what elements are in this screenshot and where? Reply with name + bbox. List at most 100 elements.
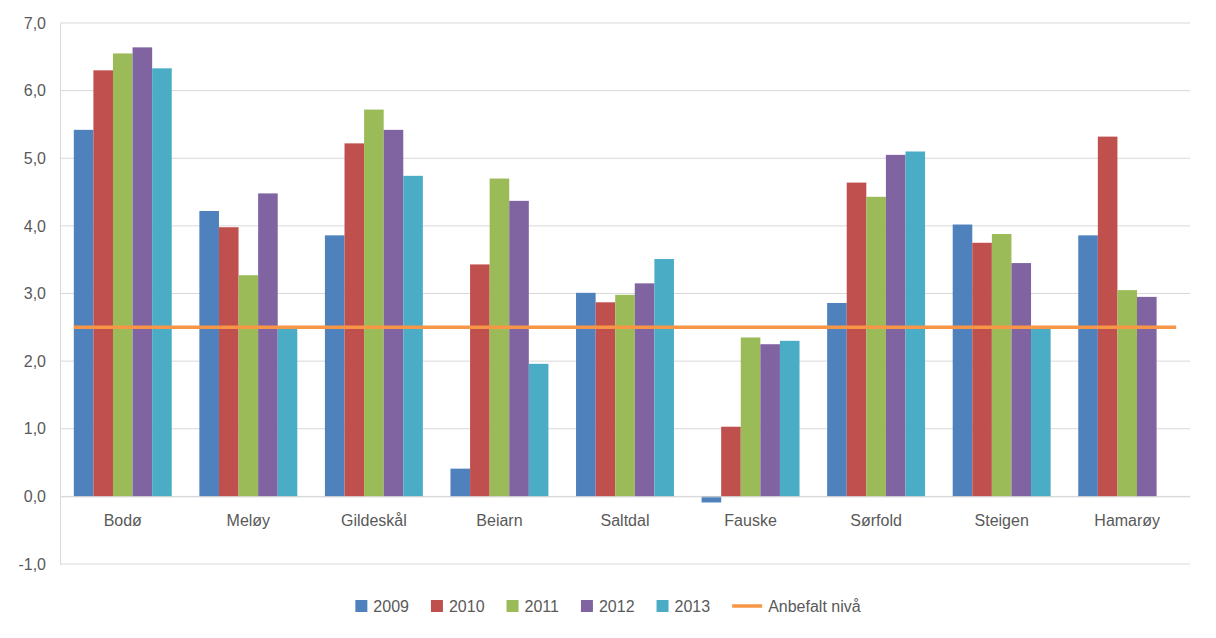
x-tick: Fauske <box>724 496 777 528</box>
x-axis-line <box>61 496 1191 497</box>
legend-swatch <box>581 600 593 612</box>
chart: -1,0 0,0 1,0 2,0 3,0 4,0 5,0 6,0 7,0 Bodø Meløy Gil… <box>0 0 1216 638</box>
grid-line <box>60 23 1190 24</box>
bar <box>635 283 655 496</box>
bar <box>827 303 847 496</box>
legend-item: 2009 <box>355 598 409 615</box>
bar <box>992 234 1012 496</box>
y-tick: 1,0 <box>24 420 60 437</box>
x-axis: Bodø Meløy Gildeskål Beiarn Saltdal Fauske Sør… <box>61 496 1191 528</box>
marks <box>74 47 1176 502</box>
bar <box>345 143 365 496</box>
bar <box>741 337 761 496</box>
x-tick-label: Hamarøy <box>1094 512 1160 529</box>
bar <box>490 179 510 497</box>
bar <box>953 225 973 497</box>
bar <box>239 275 259 496</box>
bar <box>1117 290 1137 496</box>
bar <box>529 364 549 497</box>
bar <box>847 183 867 497</box>
y-tick: 5,0 <box>24 150 60 167</box>
legend-item: 2010 <box>431 598 485 615</box>
y-tick-label: 1,0 <box>24 420 46 437</box>
legend-swatch <box>431 600 443 612</box>
bar <box>972 243 992 497</box>
bar <box>470 264 490 496</box>
legend-label: 2011 <box>525 598 560 615</box>
legend-label: 2013 <box>675 598 711 615</box>
y-tick-label: 2,0 <box>24 353 46 370</box>
legend-swatch <box>355 600 367 612</box>
bar <box>93 70 113 496</box>
y-tick: -1,0 <box>18 556 60 573</box>
y-tick: 4,0 <box>24 217 60 234</box>
y-tick: 7,0 <box>24 15 60 32</box>
x-tick: Bodø <box>104 496 142 528</box>
y-tick: 6,0 <box>24 82 60 99</box>
bar <box>258 193 278 496</box>
bar <box>219 227 239 496</box>
legend-label: 2012 <box>599 598 635 615</box>
bar <box>325 235 345 496</box>
y-tick-label: 5,0 <box>24 150 46 167</box>
y-tick-label: -1,0 <box>18 556 46 573</box>
bar-series <box>152 68 1050 496</box>
legend: 2009 2010 2011 2012 2013 Anbefalt nivå <box>355 598 860 615</box>
bar-series <box>93 70 1117 496</box>
x-tick: Sørfold <box>850 496 902 528</box>
bar <box>199 211 219 496</box>
legend-item: 2013 <box>657 598 711 615</box>
legend-item: 2012 <box>581 598 635 615</box>
grid-line <box>60 90 1190 91</box>
plot-area: -1,0 0,0 1,0 2,0 3,0 4,0 5,0 6,0 7,0 Bodø Meløy Gil… <box>18 15 1190 573</box>
x-tick-label: Saltdal <box>601 512 650 529</box>
legend-swatch <box>507 600 519 612</box>
x-tick-label: Bodø <box>104 512 142 529</box>
legend-label: 2009 <box>373 598 409 615</box>
bar <box>74 130 94 497</box>
bar <box>152 68 172 496</box>
y-axis-line <box>60 24 61 565</box>
bar <box>760 344 780 496</box>
bar <box>384 130 404 497</box>
x-tick-label: Fauske <box>724 512 777 529</box>
bar <box>450 469 470 497</box>
x-tick: Saltdal <box>601 496 650 528</box>
y-tick-label: 0,0 <box>24 488 46 505</box>
bar <box>576 293 596 497</box>
legend-label: 2010 <box>449 598 485 615</box>
y-tick-label: 6,0 <box>24 82 46 99</box>
y-axis: -1,0 0,0 1,0 2,0 3,0 4,0 5,0 6,0 7,0 <box>18 15 60 573</box>
bar <box>113 53 133 496</box>
x-tick: Gildeskål <box>341 496 407 528</box>
legend-swatch <box>657 600 669 612</box>
x-tick: Beiarn <box>476 496 522 528</box>
bar-series <box>113 53 1137 496</box>
y-tick: 0,0 <box>24 488 60 505</box>
bar-series <box>133 47 1157 496</box>
grid <box>60 23 1190 564</box>
y-tick-label: 4,0 <box>24 217 46 234</box>
bar <box>1098 137 1118 497</box>
bar <box>721 427 741 497</box>
bar <box>278 329 298 497</box>
x-tick-label: Meløy <box>227 512 271 529</box>
x-tick: Meløy <box>227 496 271 528</box>
bar <box>1011 263 1031 496</box>
bar <box>866 197 886 497</box>
bar <box>364 110 384 497</box>
grid-line <box>60 225 1190 226</box>
legend-item: 2011 <box>507 598 560 615</box>
grid-line <box>60 564 1190 565</box>
bar <box>905 151 925 496</box>
y-tick: 3,0 <box>24 285 60 302</box>
legend-item: Anbefalt nivå <box>732 598 861 615</box>
grid-line <box>60 158 1190 159</box>
bar <box>403 176 423 497</box>
y-tick-label: 3,0 <box>24 285 46 302</box>
y-tick: 2,0 <box>24 353 60 370</box>
line <box>74 326 1176 330</box>
y-tick-label: 7,0 <box>24 15 46 32</box>
bar <box>1078 235 1098 496</box>
x-tick-label: Gildeskål <box>341 512 407 529</box>
